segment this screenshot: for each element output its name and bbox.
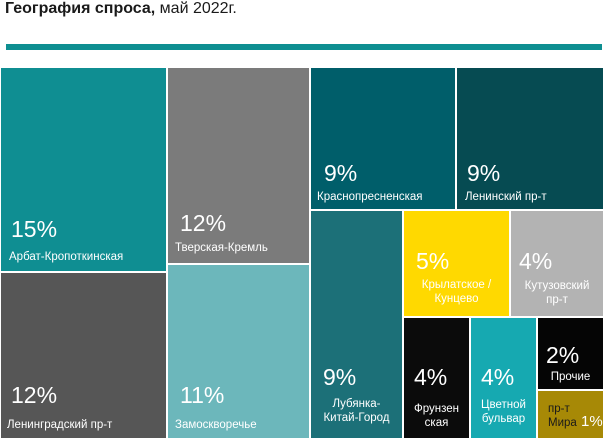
tile-category-label: Замоскворечье (175, 418, 257, 432)
tile-percent-label: 4% (414, 364, 448, 390)
tile-percent-label: 4% (519, 248, 553, 274)
tile-label-line: Прочие (550, 371, 591, 383)
tile-category-label: Фрунзен ская (404, 402, 469, 430)
tile-label-line: Ленинский пр-т (465, 191, 547, 203)
tile-percent-label: 4% (481, 364, 515, 390)
chart-title-bold: География спроса, (5, 0, 156, 17)
tile-label-line: Кунцево (434, 293, 479, 305)
chart-title: География спроса, май 2022г. (5, 0, 237, 18)
treemap-tile: 12% Ленинградский пр-т (1, 273, 166, 438)
tile-label-line: Крылатское / (421, 279, 492, 291)
tile-label-line: Цветной (481, 399, 526, 411)
tile-category-label: Лубянка- Китай-Город (311, 397, 402, 425)
treemap-tile: 4% Цветной бульвар (471, 318, 536, 438)
tile-label-line: Кутузовский (524, 280, 590, 292)
treemap-tile: 9% Ленинский пр-т (457, 68, 603, 209)
tile-label-line: бульвар (481, 413, 526, 425)
treemap-tile: 4% Фрунзен ская (404, 318, 469, 438)
tile-label-line: Мира (548, 417, 577, 429)
tile-label-line: Краснопресненская (317, 191, 423, 203)
tile-percent-label: 5% (416, 248, 450, 274)
tile-percent-label: 12% (11, 382, 58, 408)
tile-category-label: Ленинградский пр-т (7, 418, 112, 432)
treemap-tile: 11% Замоскворечье (168, 265, 309, 438)
tile-category-label: пр-т Мира (548, 402, 577, 430)
tile-label-line: пр-т (546, 294, 568, 306)
tile-label-line: Ленинградский пр-т (7, 419, 113, 431)
tile-category-label: Арбат-Кропоткинская (9, 250, 123, 264)
tile-label-line: Китай-Город (323, 412, 390, 424)
tile-percent-label: 15% (11, 216, 58, 242)
tile-percent-label: 2% (546, 342, 580, 368)
treemap-tile: 12% Тверская-Кремль (168, 68, 309, 263)
treemap-tile: 2% Прочие (538, 318, 603, 389)
tile-label-line: Тверская-Кремль (175, 242, 268, 254)
tile-category-label: Краснопресненская (317, 190, 423, 204)
tile-percent-label: 12% (180, 210, 227, 236)
tile-category-label: Кутузовский пр-т (511, 279, 603, 307)
tile-percent-label: 1% (581, 413, 603, 430)
treemap-tile: 1% пр-т Мира (538, 391, 603, 438)
tile-category-label: Ленинский пр-т (465, 190, 547, 204)
tile-percent-label: 9% (467, 160, 501, 186)
tile-category-label: Цветной бульвар (471, 398, 536, 426)
treemap-tile: 9% Лубянка- Китай-Город (311, 211, 402, 438)
tile-label-line: Лубянка- (332, 398, 381, 410)
tile-label-line: пр-т (548, 403, 570, 415)
treemap-tile: 9% Краснопресненская (311, 68, 455, 209)
tile-label-line: ская (424, 417, 449, 429)
tile-label-line: Замоскворечье (175, 419, 257, 431)
tile-category-label: Прочие (538, 370, 603, 384)
tile-percent-label: 9% (324, 160, 358, 186)
tile-category-label: Тверская-Кремль (175, 241, 268, 255)
tile-percent-label: 11% (180, 382, 225, 408)
tile-category-label: Крылатское / Кунцево (404, 278, 509, 306)
treemap-tile: 15% Арбат-Кропоткинская (1, 68, 166, 271)
treemap-tile: 4% Кутузовский пр-т (511, 211, 603, 316)
title-underline (6, 44, 602, 50)
chart-title-date: май 2022г. (155, 0, 237, 17)
treemap-tile: 5% Крылатское / Кунцево (404, 211, 509, 316)
tile-label-line: Фрунзен (413, 403, 459, 415)
tile-percent-label: 9% (323, 364, 357, 390)
tile-label-line: Арбат-Кропоткинская (9, 251, 124, 263)
